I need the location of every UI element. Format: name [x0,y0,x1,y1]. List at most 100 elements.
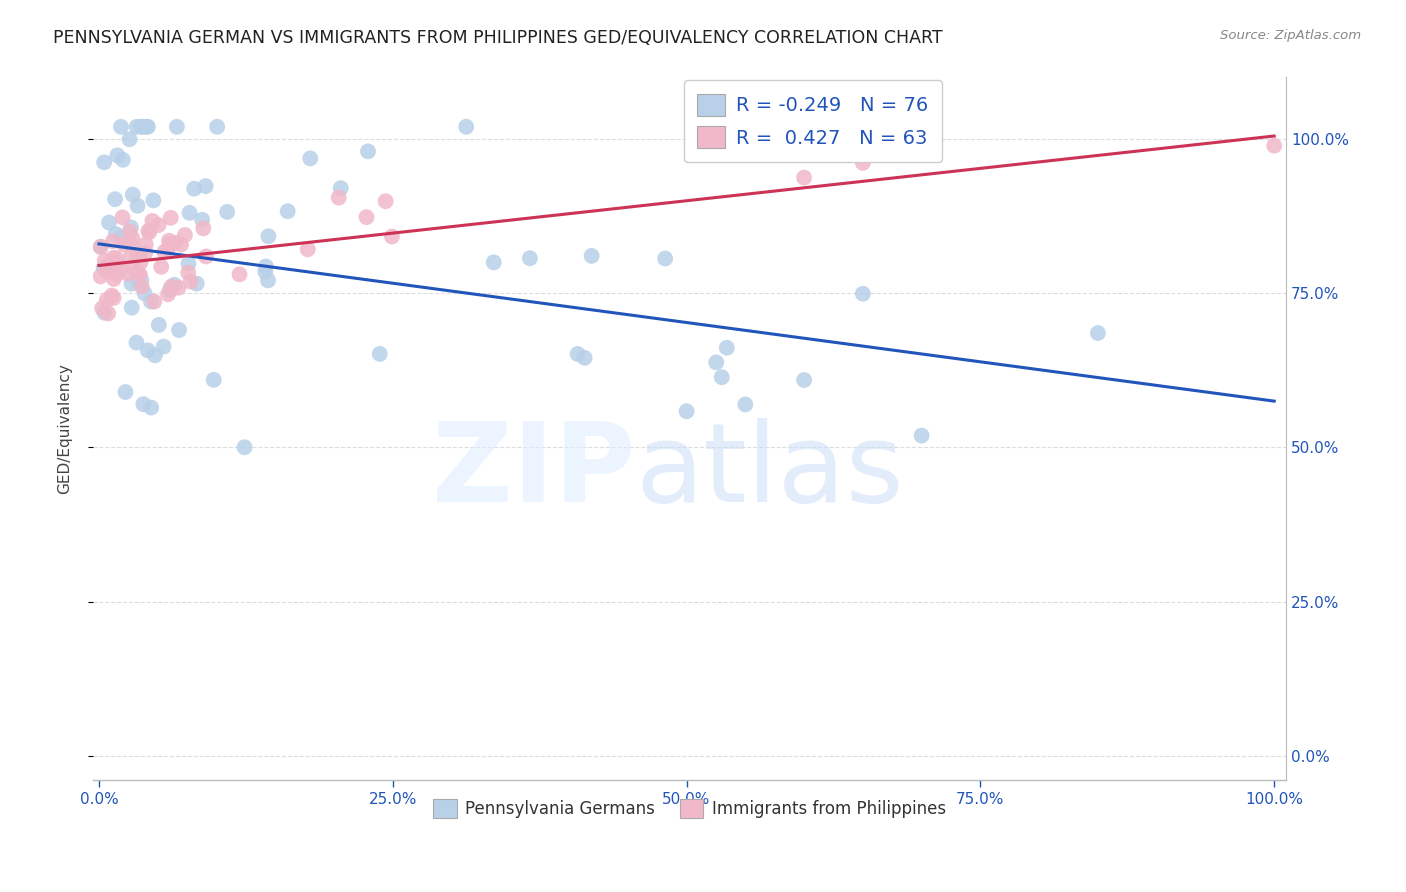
Point [852,156,875,170]
Point [110,261,132,276]
Point [195,249,218,263]
Point [128,246,150,260]
Point [120,220,142,235]
Point [193,221,215,235]
Point [165,235,187,250]
Point [734,397,756,411]
Point [368,347,391,361]
Point [136,343,159,358]
Point [127,265,149,279]
Point [122,260,145,275]
Point [90,240,112,254]
Point [228,268,250,282]
Point [98,215,121,229]
Point [120,237,142,252]
Point [138,224,160,238]
Point [357,145,380,159]
Point [194,179,217,194]
Point [118,132,141,146]
Point [254,260,277,274]
Point [152,340,174,354]
Point [129,255,152,269]
Point [103,291,125,305]
Point [277,204,299,219]
Point [141,401,163,415]
Point [183,182,205,196]
Point [704,355,727,369]
Point [129,268,152,282]
Point [159,211,181,225]
Point [125,120,148,134]
Point [101,260,124,275]
Point [157,241,180,255]
Point [131,273,153,287]
Point [159,283,181,297]
Point [179,206,201,220]
Point [93,253,115,268]
Point [233,440,256,454]
Point [328,191,350,205]
Point [93,155,115,169]
Point [654,252,676,266]
Point [205,120,228,134]
Point [1087,326,1109,340]
Point [91,301,114,316]
Point [131,279,153,293]
Point [111,211,134,225]
Point [567,347,589,361]
Point [174,227,197,242]
Y-axis label: GED/Equivalency: GED/Equivalency [58,363,72,494]
Point [217,205,239,219]
Point [1263,138,1285,153]
Point [135,237,157,252]
Point [167,281,190,295]
Point [105,148,128,162]
Point [159,236,181,251]
Point [127,274,149,288]
Point [90,269,112,284]
Point [107,257,129,271]
Point [167,323,190,337]
Point [93,260,115,275]
Point [299,152,322,166]
Point [101,234,124,248]
Point [257,273,280,287]
Point [105,267,128,281]
Point [121,231,143,245]
Point [170,237,193,252]
Point [112,237,135,252]
Point [163,277,186,292]
Point [142,194,165,208]
Point [166,120,188,134]
Point [202,373,225,387]
Point [793,373,815,387]
Point [135,120,157,134]
Point [96,293,118,307]
Point [136,120,159,134]
Point [160,279,183,293]
Point [131,120,153,134]
Point [127,249,149,263]
Point [177,257,200,271]
Point [114,385,136,400]
Point [356,210,378,224]
Point [329,181,352,195]
Point [519,251,541,265]
Legend: Pennsylvania Germans, Immigrants from Philippines: Pennsylvania Germans, Immigrants from Ph… [426,792,952,825]
Point [482,255,505,269]
Point [132,397,155,411]
Point [121,277,143,291]
Point [297,242,319,256]
Point [381,229,404,244]
Point [118,224,141,238]
Point [177,266,200,280]
Point [131,120,153,134]
Point [186,277,208,291]
Point [456,120,478,134]
Point [581,249,603,263]
Point [254,265,277,279]
Point [103,272,125,286]
Point [141,214,163,228]
Point [191,212,214,227]
Point [134,286,156,301]
